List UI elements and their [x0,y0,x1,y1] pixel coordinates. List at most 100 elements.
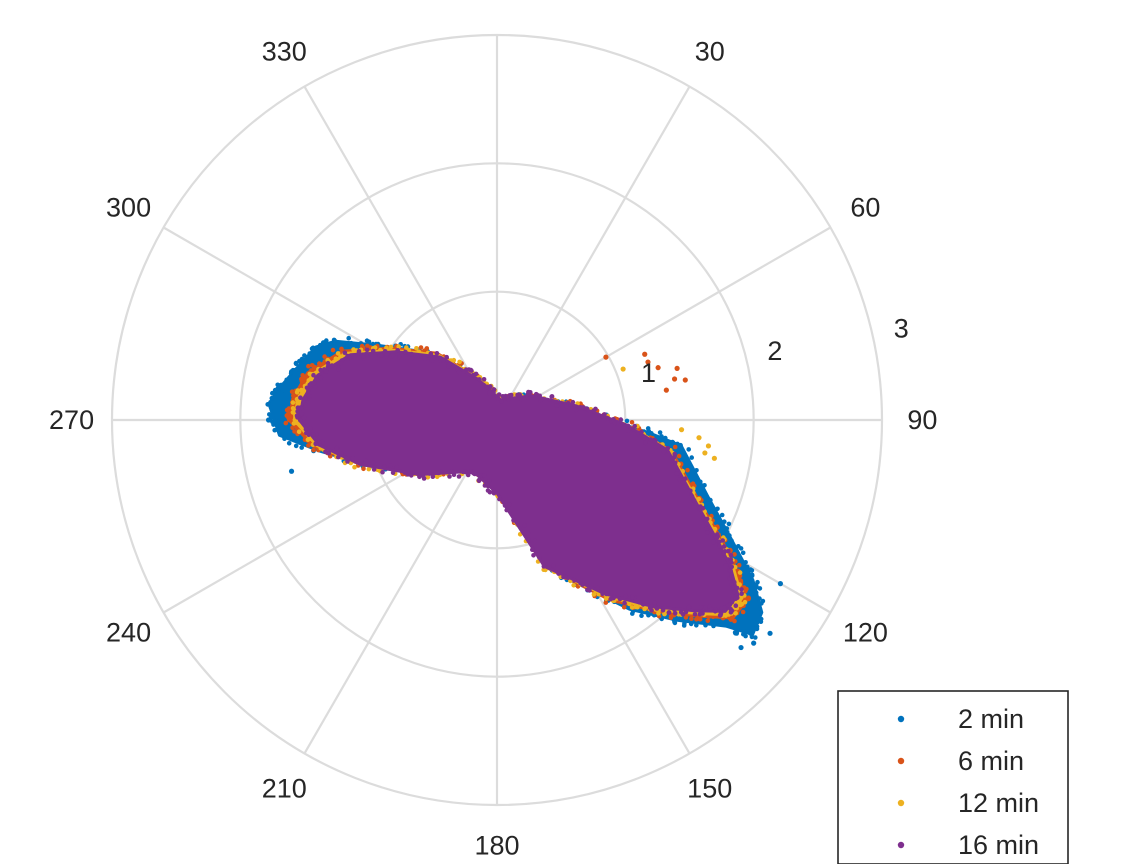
data-point [715,535,720,540]
data-point [674,471,680,476]
data-point [397,354,402,360]
theta-tick-label-30: 30 [695,37,725,67]
data-point [507,502,512,507]
data-point [743,560,748,565]
data-point [715,506,720,512]
data-point [722,605,727,611]
data-point [335,351,341,356]
data-point [724,526,730,531]
data-point [593,406,598,412]
data-point [739,587,744,592]
data-point [729,582,734,587]
data-point [299,387,304,393]
data-point [621,604,627,610]
data-point [727,543,732,548]
data-point [749,568,755,573]
data-point [718,620,724,626]
data-point [711,539,716,545]
data-point [749,573,755,578]
data-point [740,550,746,556]
data-point [418,345,424,350]
data-point [753,582,759,588]
data-point [622,600,627,606]
data-point [691,473,696,478]
data-point [447,361,453,367]
data-point [694,623,699,628]
legend-label: 12 min [958,788,1039,818]
data-point [663,435,668,441]
data-point [672,444,678,450]
data-point [682,621,687,626]
data-point [578,580,583,586]
data-point [629,420,635,425]
data-point [506,397,511,402]
data-point [282,382,288,387]
data-point [733,603,739,608]
series-points-16-min [294,347,744,618]
data-point [734,585,740,591]
data-point [272,427,278,433]
data-point [304,385,310,391]
legend-marker [897,715,905,723]
data-point [334,445,340,451]
data-point [531,553,536,558]
data-point [286,441,292,446]
data-point [584,406,590,412]
data-point [682,476,688,482]
data-point [710,614,716,620]
data-point [726,548,731,554]
data-point [310,352,316,357]
data-point [635,604,640,610]
data-point [301,374,306,380]
data-point [643,440,648,446]
data-point [732,618,737,624]
data-point [311,364,317,370]
data-point [281,432,286,437]
data-point [661,605,667,611]
data-point [436,470,441,476]
data-point [753,635,758,640]
data-point [384,351,390,357]
data-point [700,506,706,511]
data-point [759,601,764,606]
data-point [716,515,721,520]
data-point [746,595,751,601]
grid-spoke-330 [303,86,498,421]
data-point [745,626,750,632]
data-point [497,496,502,502]
data-point [339,346,344,352]
grid-spoke-60 [496,226,831,421]
data-point [652,600,658,605]
legend: 2 min 6 min 12 min 16 min [837,690,1069,864]
data-point [641,435,647,441]
data-point [688,621,694,627]
data-point [362,461,367,467]
data-point [737,556,742,561]
data-point [476,477,482,483]
data-point [541,567,546,572]
data-point [570,399,576,405]
data-point [267,412,272,417]
data-point [313,441,319,447]
data-point [296,414,301,420]
data-point [676,453,682,459]
data-point [323,369,329,374]
data-point [753,590,759,595]
data-point [275,386,281,391]
data-point [415,354,420,360]
data-point [678,609,684,615]
data-point [511,518,516,523]
data-point [728,552,734,558]
data-point [728,568,733,573]
data-point-outlier [642,351,648,357]
data-point [298,437,303,443]
data-point [727,615,733,621]
legend-label: 2 min [958,704,1024,734]
data-point [680,480,686,485]
data-point [341,342,346,348]
data-point-outlier [289,435,296,441]
data-point [732,564,738,570]
data-point [345,459,350,464]
data-point [372,345,378,350]
data-point [585,587,590,593]
